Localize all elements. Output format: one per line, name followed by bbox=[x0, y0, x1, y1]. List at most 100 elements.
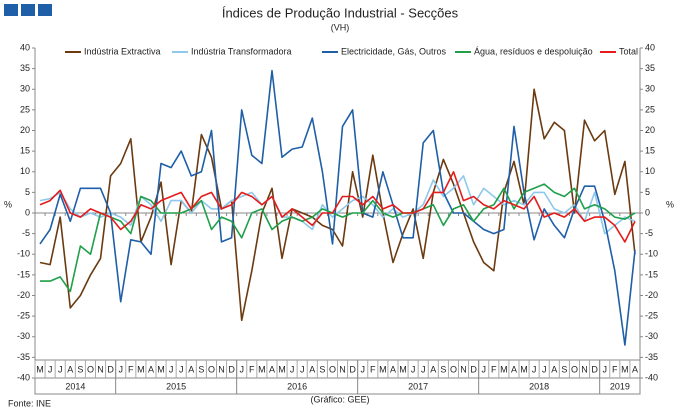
y2-tick-label: -40 bbox=[645, 372, 658, 382]
x-tick-label: N bbox=[460, 364, 467, 374]
x-tick-label: M bbox=[157, 364, 165, 374]
year-label: 2015 bbox=[166, 381, 186, 391]
x-tick-label: D bbox=[228, 364, 235, 374]
x-tick-label: D bbox=[591, 364, 598, 374]
x-tick-label: N bbox=[218, 364, 225, 374]
legend-label: Indústria Extractiva bbox=[84, 46, 161, 56]
x-tick-label: F bbox=[249, 364, 255, 374]
x-tick-label: O bbox=[208, 364, 215, 374]
x-tick-label: S bbox=[198, 364, 204, 374]
x-tick-label: J bbox=[118, 364, 123, 374]
x-tick-label: M bbox=[278, 364, 286, 374]
x-tick-label: A bbox=[551, 364, 557, 374]
x-tick-label: D bbox=[349, 364, 356, 374]
x-tick-label: J bbox=[360, 364, 365, 374]
x-tick-label: F bbox=[128, 364, 134, 374]
x-tick-label: J bbox=[58, 364, 63, 374]
x-tick-label: O bbox=[329, 364, 336, 374]
x-tick-label: F bbox=[370, 364, 376, 374]
y-tick-label: -35 bbox=[17, 352, 30, 362]
x-tick-label: D bbox=[470, 364, 477, 374]
x-tick-label: S bbox=[77, 364, 83, 374]
y-tick-label: 25 bbox=[20, 104, 30, 114]
y2-tick-label: -15 bbox=[645, 269, 658, 279]
x-tick-label: J bbox=[48, 364, 53, 374]
chart-title: Índices de Produção Industrial - Secções bbox=[222, 5, 459, 20]
y-tick-label: 15 bbox=[20, 146, 30, 156]
series-line bbox=[40, 183, 636, 293]
y-tick-label: -10 bbox=[17, 249, 30, 259]
chart-subtitle: (VH) bbox=[331, 22, 350, 32]
x-tick-label: M bbox=[399, 364, 407, 374]
x-tick-label: M bbox=[621, 364, 629, 374]
legend-label: Água, resíduos e despoluição bbox=[474, 46, 593, 56]
y2-axis-label: % bbox=[666, 199, 674, 209]
x-tick-label: A bbox=[309, 364, 315, 374]
y-tick-label: 10 bbox=[20, 166, 30, 176]
logo-block bbox=[4, 4, 18, 16]
y-tick-label: 40 bbox=[20, 42, 30, 52]
y2-tick-label: 10 bbox=[645, 166, 655, 176]
y2-tick-label: 5 bbox=[645, 187, 650, 197]
x-tick-label: N bbox=[581, 364, 588, 374]
x-tick-label: O bbox=[571, 364, 578, 374]
x-tick-label: J bbox=[421, 364, 426, 374]
x-tick-label: J bbox=[239, 364, 244, 374]
legend-label: Indústria Transformadora bbox=[191, 46, 292, 56]
x-tick-label: M bbox=[379, 364, 387, 374]
year-label: 2014 bbox=[65, 381, 85, 391]
y-tick-label: -25 bbox=[17, 311, 30, 321]
x-tick-label: M bbox=[500, 364, 508, 374]
x-tick-label: A bbox=[430, 364, 436, 374]
y-tick-label: 35 bbox=[20, 63, 30, 73]
legend-label: Electricidade, Gás, Outros bbox=[341, 46, 447, 56]
x-tick-label: S bbox=[440, 364, 446, 374]
y2-tick-label: 35 bbox=[645, 63, 655, 73]
y2-tick-label: 20 bbox=[645, 125, 655, 135]
x-tick-label: J bbox=[179, 364, 184, 374]
x-tick-label: S bbox=[561, 364, 567, 374]
x-tick-label: A bbox=[269, 364, 275, 374]
y2-tick-label: 30 bbox=[645, 84, 655, 94]
logo-block bbox=[38, 4, 52, 16]
x-tick-label: A bbox=[188, 364, 194, 374]
y-tick-label: 20 bbox=[20, 125, 30, 135]
y2-tick-label: 25 bbox=[645, 104, 655, 114]
x-tick-label: J bbox=[602, 364, 607, 374]
y2-tick-label: -35 bbox=[645, 352, 658, 362]
year-label: 2017 bbox=[408, 381, 428, 391]
credit: (Gráfico: GEE) bbox=[310, 394, 369, 404]
legend-label: Total bbox=[619, 46, 638, 56]
series-line bbox=[39, 88, 636, 322]
y-tick-label: -20 bbox=[17, 290, 30, 300]
x-tick-label: J bbox=[169, 364, 174, 374]
x-tick-label: S bbox=[319, 364, 325, 374]
x-tick-label: N bbox=[97, 364, 104, 374]
y2-tick-label: 0 bbox=[645, 207, 650, 217]
series-line bbox=[39, 69, 636, 346]
series-line bbox=[39, 171, 636, 243]
year-label: 2016 bbox=[287, 381, 307, 391]
logo-block bbox=[21, 4, 35, 16]
x-tick-label: O bbox=[87, 364, 94, 374]
y2-tick-label: 15 bbox=[645, 146, 655, 156]
y2-tick-label: -10 bbox=[645, 249, 658, 259]
y2-tick-label: -30 bbox=[645, 331, 658, 341]
year-label: 2018 bbox=[529, 381, 549, 391]
y-tick-label: -5 bbox=[22, 228, 30, 238]
x-tick-label: J bbox=[290, 364, 295, 374]
x-tick-label: N bbox=[339, 364, 346, 374]
source: Fonte: INE bbox=[8, 398, 51, 408]
x-tick-label: A bbox=[390, 364, 396, 374]
y2-tick-label: -25 bbox=[645, 311, 658, 321]
x-tick-label: M bbox=[520, 364, 528, 374]
y-tick-label: -30 bbox=[17, 331, 30, 341]
year-label: 2019 bbox=[610, 381, 630, 391]
x-tick-label: F bbox=[612, 364, 618, 374]
y-tick-label: 0 bbox=[25, 207, 30, 217]
y2-tick-label: -5 bbox=[645, 228, 653, 238]
y-tick-label: -15 bbox=[17, 269, 30, 279]
x-tick-label: O bbox=[450, 364, 457, 374]
